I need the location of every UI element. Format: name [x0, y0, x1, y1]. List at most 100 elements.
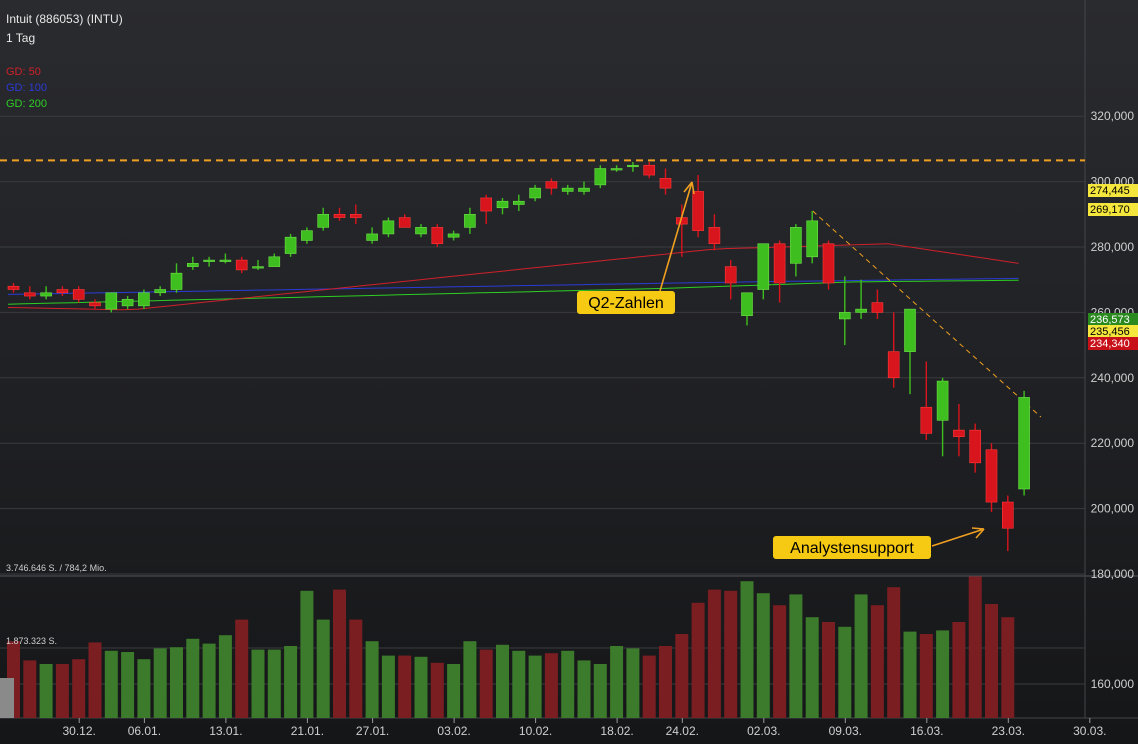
date-tick-label: 18.02.	[600, 724, 633, 738]
candle-body	[72, 289, 85, 300]
trend-line	[812, 210, 1042, 418]
volume-bar	[414, 656, 428, 718]
candle-body	[594, 168, 607, 186]
candle-body	[333, 214, 346, 218]
candle-body	[447, 233, 460, 238]
volume-bar	[707, 589, 721, 718]
analyst-arrow	[931, 528, 985, 547]
candle-body	[741, 292, 753, 316]
candle-body	[610, 168, 623, 171]
date-tick-label: 02.03.	[747, 724, 780, 738]
price-marker-label: 274,445	[1090, 185, 1130, 197]
candle-body	[724, 266, 737, 284]
candle-body	[398, 217, 411, 228]
volume-bar	[104, 650, 118, 718]
gd200-line	[7, 279, 1019, 305]
q2-arrow	[659, 181, 693, 292]
candle-body	[317, 214, 330, 228]
grid	[0, 0, 1138, 719]
volume-bar	[463, 641, 477, 718]
volume-bar	[39, 664, 53, 718]
volume-bar	[593, 664, 607, 718]
volume-bar	[137, 659, 151, 718]
candle-body	[138, 292, 150, 307]
volume-bar	[333, 589, 346, 718]
candle-body	[415, 227, 427, 235]
candlesticks	[7, 161, 1030, 552]
date-tick-label: 27.01.	[356, 724, 389, 738]
candle-body	[692, 191, 704, 231]
candle-body	[40, 292, 52, 297]
price-marker	[1088, 325, 1138, 338]
callouts: Q2-Zahlen Analystensupport	[577, 181, 985, 559]
price-marker	[1088, 203, 1138, 216]
volume-tick-label: 160,000	[1091, 677, 1135, 691]
volume-bar	[659, 646, 672, 718]
volume-bar	[870, 605, 884, 718]
volume-bar	[512, 650, 526, 718]
volume-bar	[218, 635, 232, 718]
price-marker-label: 235,456	[1090, 326, 1130, 338]
candle-body	[936, 380, 949, 421]
volume-bar	[756, 593, 770, 718]
gd200-label: GD: 200	[6, 98, 47, 110]
candle-body	[235, 259, 248, 271]
gd100-label: GD: 100	[6, 82, 47, 94]
candle-body	[773, 243, 786, 284]
candle-body	[529, 187, 541, 199]
candle-body	[920, 406, 933, 434]
candle-body	[838, 312, 851, 320]
q2-callout-box	[577, 291, 675, 314]
candle-body	[268, 256, 281, 267]
candle-body	[121, 299, 134, 307]
candle-body	[871, 302, 884, 313]
volume-bar	[610, 646, 624, 718]
date-tick-label: 21.01.	[291, 724, 324, 738]
volume-bar	[121, 652, 135, 718]
candle-body	[1018, 397, 1030, 490]
candle-body	[822, 243, 835, 284]
date-tick-label: 13.01.	[209, 724, 242, 738]
price-marker-label: 269,170	[1090, 204, 1130, 216]
volume-bar	[740, 581, 754, 718]
volume-bar	[789, 594, 803, 718]
candle-body	[887, 351, 900, 379]
volume-bar	[349, 619, 363, 718]
candle-body	[219, 259, 232, 262]
gd50-label: GD: 50	[6, 66, 41, 78]
volume-bar	[88, 642, 102, 718]
volume-bar	[675, 634, 689, 718]
candle-body	[757, 243, 770, 290]
volume-mid-label: 1.873.323 S.	[6, 636, 58, 646]
date-tick-label: 09.03.	[829, 724, 862, 738]
volume-bar	[985, 604, 998, 718]
candle-body	[496, 200, 509, 209]
candle-body	[170, 272, 183, 290]
candle-body	[431, 227, 444, 245]
volume-bar	[170, 647, 183, 718]
candle-body	[366, 233, 378, 241]
date-tick-label: 10.02.	[519, 724, 552, 738]
volume-bar	[544, 653, 558, 718]
volume-bar	[561, 650, 575, 718]
volume-bar	[235, 619, 249, 718]
candle-body	[855, 308, 867, 313]
volume-bar	[316, 619, 330, 718]
candle-body	[480, 197, 493, 212]
candle-body	[203, 259, 215, 262]
instrument-title: Intuit (886053) (INTU)	[6, 12, 123, 26]
volume-max-label: 3.746.646 S. / 784,2 Mio.	[6, 563, 107, 573]
price-marker	[1088, 313, 1138, 326]
candle-body	[23, 292, 36, 297]
analyst-arrow-head	[971, 527, 985, 539]
interval-label: 1 Tag	[6, 31, 36, 45]
volume-bar	[267, 649, 281, 718]
volume-bar	[577, 660, 591, 718]
price-tick-label: 320,000	[1091, 109, 1135, 123]
date-axis: 30.12. 06.01. 13.01. 21.01. 27.01. 03.02. 10.0…	[63, 718, 1106, 738]
volume-bar	[528, 655, 542, 718]
candle-body	[578, 187, 590, 192]
candle-body	[953, 429, 965, 437]
volume-bar	[854, 594, 868, 718]
